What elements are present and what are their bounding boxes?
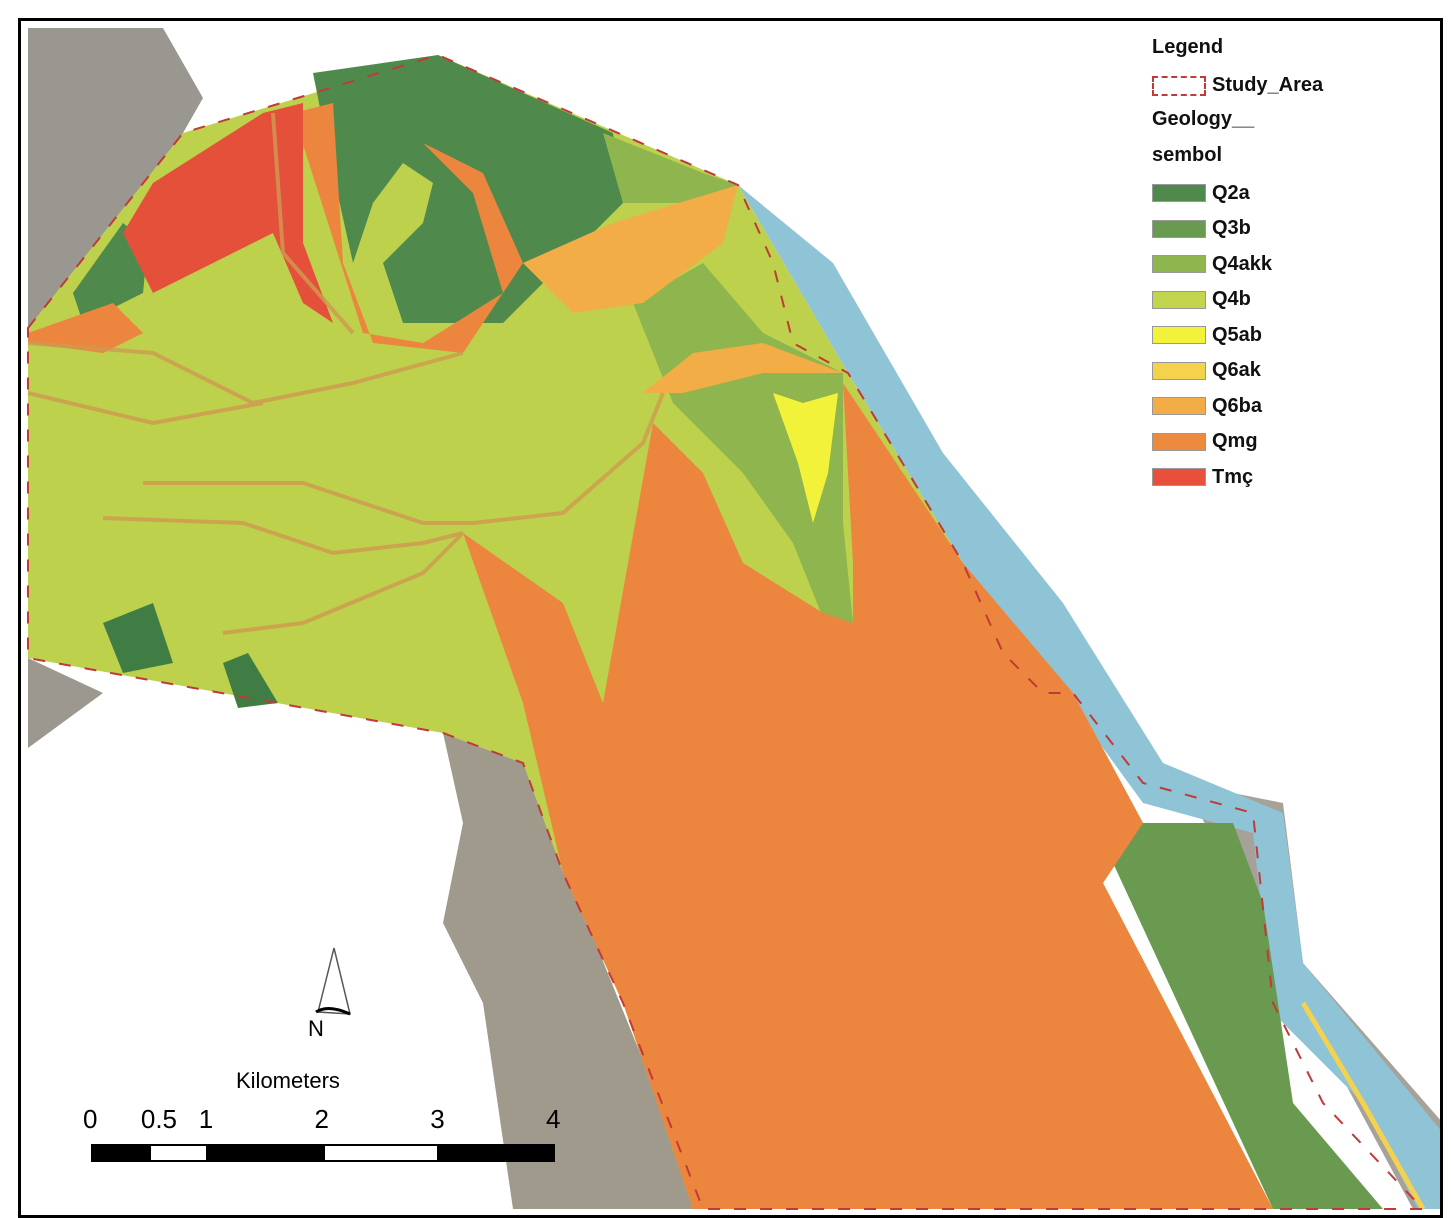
- geology-q3b: [1113, 823, 1383, 1209]
- legend-label: Q3b: [1212, 217, 1251, 240]
- scale-bar-segment: [322, 1144, 440, 1162]
- layer-title: sembol: [1152, 143, 1223, 166]
- legend-label: Q2a: [1212, 181, 1250, 204]
- legend-swatch: [1152, 290, 1206, 309]
- satellite-imagery: [443, 733, 703, 1209]
- geology-qmg: [293, 103, 523, 353]
- legend-item: Q4akk: [1152, 247, 1323, 283]
- legend-label: Q6ak: [1212, 359, 1261, 382]
- water-area: [738, 185, 1440, 1209]
- legend-item-study-area: Study_Area: [1152, 68, 1323, 104]
- legend-swatch: [1152, 432, 1206, 451]
- legend-item: Q3b: [1152, 211, 1323, 247]
- legend-swatch: [1152, 219, 1206, 238]
- legend-item: Q2a: [1152, 176, 1323, 212]
- legend-title: Legend: [1152, 36, 1224, 58]
- scale-bar-segment: [438, 1144, 555, 1162]
- map-canvas[interactable]: [21, 21, 1443, 1218]
- drainage-lines: [27, 112, 665, 635]
- scale-units: Kilometers: [236, 1068, 340, 1093]
- legend-label: Q4akk: [1212, 252, 1273, 275]
- study-area-boundary: [27, 53, 1426, 1210]
- scale-tick-label: 2: [314, 1104, 329, 1134]
- legend-swatch: [1152, 468, 1206, 487]
- satellite-imagery: [28, 28, 203, 333]
- geology-qmg: [463, 383, 1273, 1209]
- legend-item: Q6ba: [1152, 389, 1323, 425]
- legend-swatch: [1152, 361, 1206, 380]
- geology-tmc: [123, 103, 333, 323]
- legend-swatch: [1152, 255, 1206, 274]
- legend-label: Q5ab: [1212, 323, 1263, 346]
- north-label: N: [308, 1016, 324, 1041]
- map-legend: Legend Study_Area Geology__ sembol Q2a Q3…: [1152, 32, 1323, 495]
- dashed-boundary-icon: [1152, 75, 1206, 96]
- geology-q6ba: [523, 185, 738, 313]
- scale-bar-segment: [206, 1144, 324, 1162]
- scale-tick-label: 0: [83, 1104, 98, 1134]
- legend-item: Tmç: [1152, 460, 1323, 496]
- legend-item: Q6ak: [1152, 353, 1323, 389]
- geology-q2a: [73, 223, 148, 323]
- scale-bar-segment: [91, 1144, 150, 1162]
- legend-label: Tmç: [1212, 465, 1254, 488]
- layer-title: Geology__: [1152, 107, 1255, 130]
- legend-swatch: [1152, 184, 1206, 203]
- geology-q4akk: [633, 263, 853, 623]
- map-frame: [18, 18, 1443, 1218]
- scale-tick-label: 4: [546, 1104, 561, 1134]
- satellite-imagery: [28, 658, 103, 748]
- legend-item: Q4b: [1152, 282, 1323, 318]
- north-arrow-icon: [315, 947, 351, 1016]
- geology-q2a: [223, 653, 278, 708]
- legend-label: Qmg: [1212, 430, 1258, 453]
- legend-swatch: [1152, 326, 1206, 345]
- geology-q4akk: [603, 133, 738, 203]
- scale-tick-label: 0.5: [140, 1104, 178, 1134]
- legend-label: Q4b: [1212, 288, 1251, 311]
- legend-label: Study_Area: [1212, 74, 1324, 97]
- legend-swatch: [1152, 397, 1206, 416]
- legend-item: Qmg: [1152, 424, 1323, 460]
- geology-q6ba: [643, 343, 843, 393]
- geology-qmg: [28, 303, 143, 353]
- legend-label: Q6ba: [1212, 394, 1263, 417]
- scale-tick-label: 3: [430, 1104, 445, 1134]
- geology-q6ak: [1300, 1001, 1426, 1211]
- geology-q5ab: [773, 393, 838, 523]
- scale-bar-segment: [148, 1144, 208, 1162]
- legend-item: Q5ab: [1152, 318, 1323, 354]
- geology-q2a: [103, 603, 173, 673]
- scale-tick-label: 1: [198, 1104, 214, 1134]
